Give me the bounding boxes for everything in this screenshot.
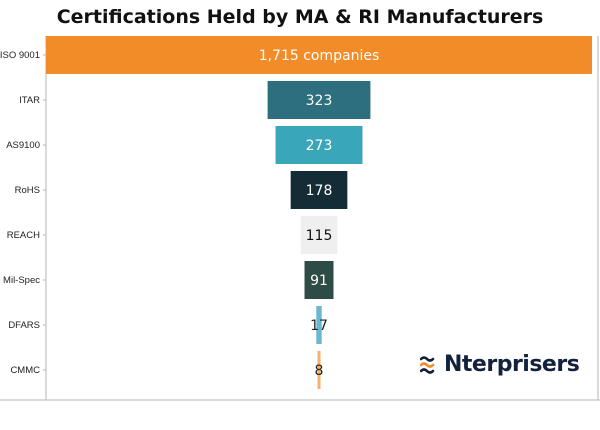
category-label: DFARS (8, 320, 40, 331)
bar (267, 81, 371, 119)
category-label: RoHS (15, 185, 40, 196)
data-label: 115 (306, 228, 333, 244)
data-label: 1,715 companies (259, 48, 380, 64)
category-label: CMMC (10, 365, 40, 376)
logo-wave-icon (420, 356, 435, 374)
bar (316, 306, 322, 344)
bar (46, 36, 592, 74)
bar (300, 216, 338, 254)
bar (304, 261, 334, 299)
chart-title: Certifications Held by MA & RI Manufactu… (56, 6, 544, 28)
category-label: AS9100 (6, 140, 40, 151)
nterprisers-logo: Nterprisers (420, 349, 580, 379)
bar (317, 351, 321, 389)
category-label: ITAR (19, 95, 40, 106)
bar (290, 171, 348, 209)
category-label: Mil-Spec (3, 275, 40, 286)
logo-text: Nterprisers (444, 351, 580, 377)
data-label: 178 (306, 183, 333, 199)
data-label: 17 (310, 318, 328, 334)
data-label: 273 (306, 138, 333, 154)
category-label: ISO 9001 (0, 50, 40, 61)
category-label: REACH (7, 230, 40, 241)
axis-layer: ISO 9001 ITAR AS9100 RoHS REACH Mil-Spec DFARS… (0, 36, 600, 401)
data-label: 91 (310, 273, 328, 289)
data-label: 323 (306, 93, 333, 109)
bar (275, 126, 363, 164)
data-label: 8 (315, 363, 324, 379)
